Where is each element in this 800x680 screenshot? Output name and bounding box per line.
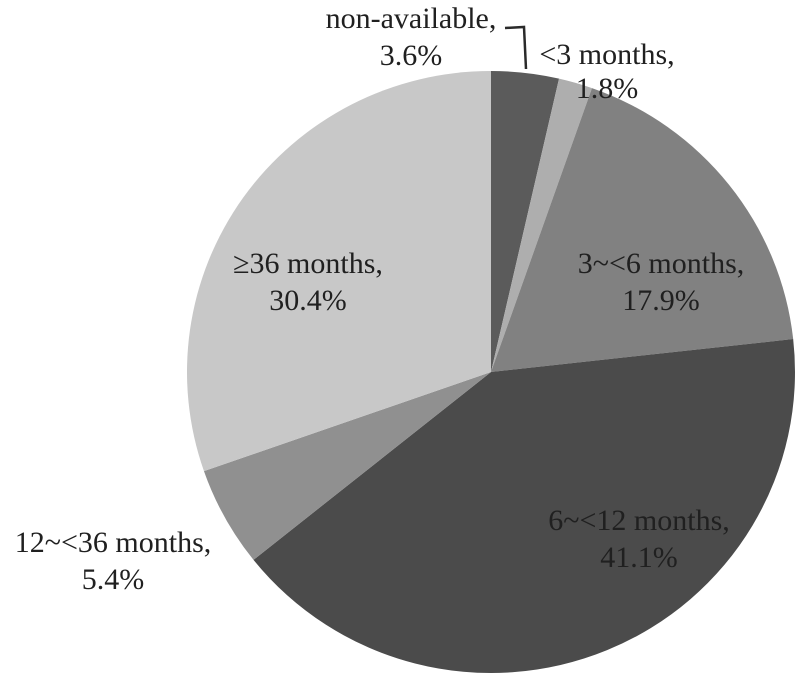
- slice-label-line: ≥36 months,: [233, 247, 383, 280]
- pie-slice-12-to-36-months: [203, 372, 491, 560]
- slice-label-line: 6~<12 months,: [548, 504, 730, 537]
- slice-label-lt-3-months: <3 months, 1.8%: [539, 38, 674, 106]
- pie-slice-6-to-12-months: [253, 339, 795, 674]
- slice-label-line: 12~<36 months,: [14, 526, 212, 559]
- slice-label-12-to-36-months: 12~<36 months, 5.4%: [15, 524, 212, 598]
- pie-slices: [187, 71, 795, 674]
- pie-slice-ge-36-months: [187, 71, 491, 472]
- slice-label-line: 1.8%: [575, 72, 639, 105]
- pie-slice-non-available: [491, 71, 560, 372]
- slice-label-line: 41.1%: [600, 541, 678, 574]
- slice-label-line: 30.4%: [269, 284, 347, 317]
- pie-slice-lt-3-months: [491, 78, 592, 372]
- slice-label-ge-36-months: ≥36 months, 30.4%: [233, 245, 383, 319]
- slice-label-6-to-12-months: 6~<12 months, 41.1%: [548, 502, 730, 576]
- pie-slice-3-to-6-months: [491, 88, 794, 372]
- slice-label-line: 3~<6 months,: [577, 247, 745, 280]
- slice-label-line: 5.4%: [81, 563, 145, 596]
- slice-label-non-available: non-available, 3.6%: [326, 0, 497, 74]
- slice-label-line: 17.9%: [622, 284, 700, 317]
- slice-label-line: 3.6%: [379, 39, 443, 72]
- slice-label-line: <3 months,: [539, 38, 675, 71]
- leader-line: [504, 25, 528, 70]
- slice-label-3-to-6-months: 3~<6 months, 17.9%: [578, 245, 745, 319]
- slice-label-line: non-available,: [325, 2, 497, 35]
